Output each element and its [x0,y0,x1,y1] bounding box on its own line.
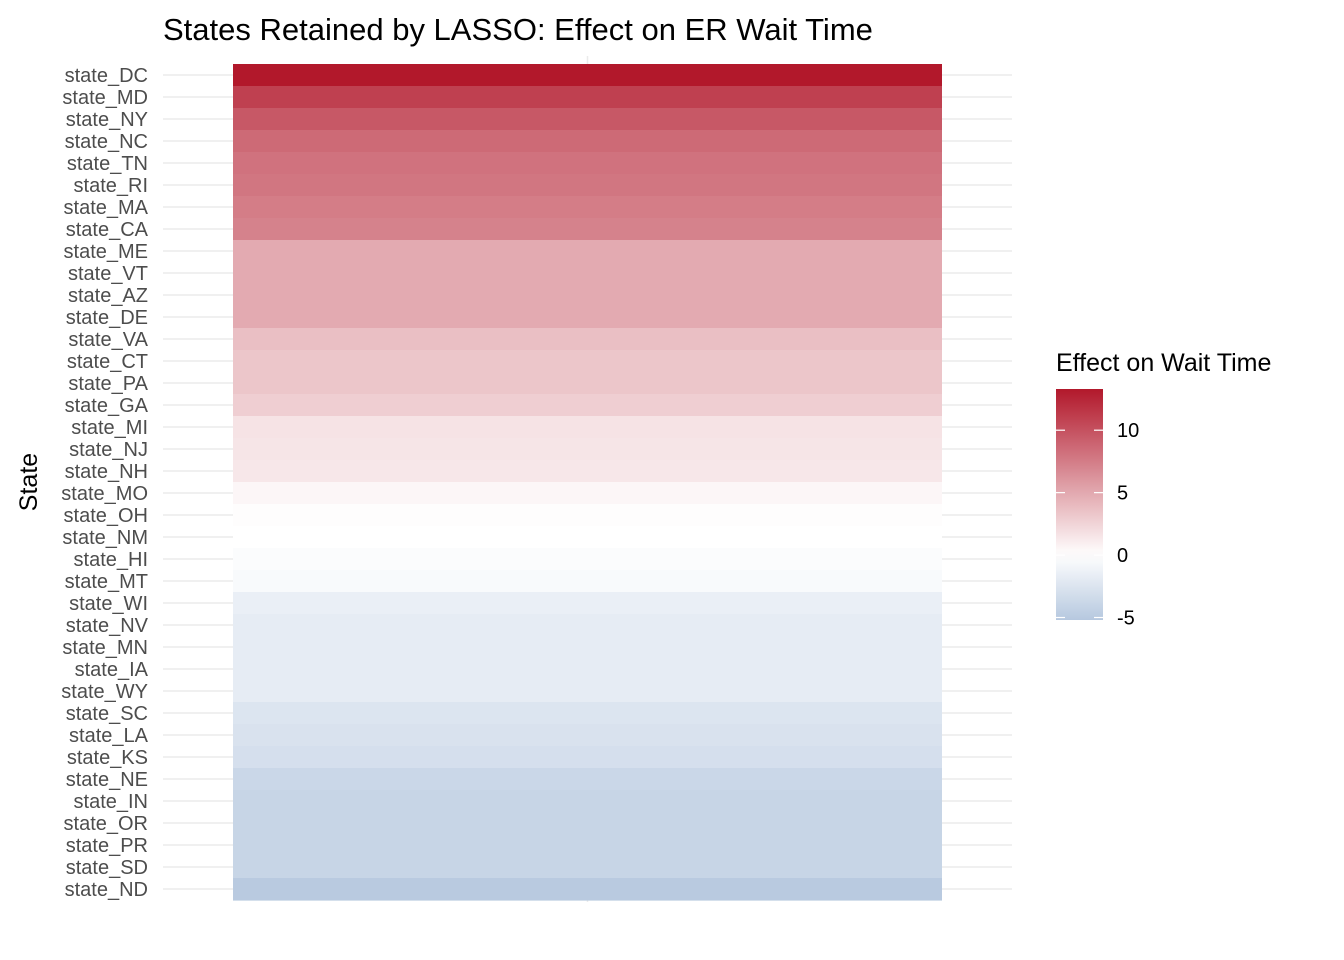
y-tick-label: state_NM [62,527,148,549]
y-tick-label: state_ME [64,241,148,263]
tile-state-az [233,284,942,307]
y-tick-label: state_MI [71,417,148,439]
tile-state-mo [233,482,942,505]
y-tick-label: state_KS [67,747,148,769]
legend-tick-label: 0 [1117,545,1128,567]
y-tick-label: state_NC [65,131,148,153]
tile-state-nv [233,614,942,637]
y-tick-label: state_WI [69,593,148,615]
heatmap-tiles [233,64,942,901]
tile-state-va [233,328,942,351]
tile-state-ct [233,350,942,373]
y-tick-label: state_MN [62,637,148,659]
tile-state-ks [233,746,942,769]
tile-state-or [233,812,942,835]
tile-state-nh [233,460,942,483]
y-tick-label: state_MA [64,197,149,219]
y-tick-label: state_VA [68,329,148,351]
y-tick-label: state_SC [66,703,148,725]
y-tick-label: state_MT [65,571,148,593]
y-tick-label: state_AZ [68,285,148,307]
tile-state-tn [233,152,942,175]
y-tick-label: state_RI [74,175,148,197]
tile-state-la [233,724,942,747]
y-tick-label: state_NJ [69,439,148,461]
y-tick-label: state_MO [61,483,148,505]
tile-state-pr [233,834,942,857]
y-tick-labels: state_DCstate_MDstate_NYstate_NCstate_TN… [61,65,148,901]
tile-state-nd [233,878,942,901]
y-tick-label: state_WY [61,681,148,703]
y-tick-label: state_IN [74,791,148,813]
y-tick-label: state_DC [65,65,148,87]
y-tick-label: state_PA [68,373,148,395]
y-tick-label: state_GA [65,395,149,417]
tile-state-sd [233,856,942,879]
tile-state-sc [233,702,942,725]
y-tick-label: state_SD [66,857,148,879]
tile-state-wy [233,680,942,703]
y-tick-label: state_IA [75,659,149,681]
chart-title: States Retained by LASSO: Effect on ER W… [163,12,873,47]
legend: Effect on Wait Time 10 5 0 -5 [1056,349,1271,630]
tile-state-ga [233,394,942,417]
y-tick-label: state_DE [66,307,148,329]
tile-state-mt [233,570,942,593]
y-tick-label: state_CA [66,219,149,241]
y-tick-label: state_PR [66,835,148,857]
tile-state-dc [233,64,942,87]
tile-state-ny [233,108,942,131]
tile-state-ca [233,218,942,241]
y-tick-label: state_TN [67,153,148,175]
tile-state-mn [233,636,942,659]
y-tick-label: state_NH [65,461,148,483]
tile-state-nj [233,438,942,461]
tile-state-in [233,790,942,813]
tile-state-mi [233,416,942,439]
y-tick-label: state_OR [64,813,148,835]
tile-state-ma [233,196,942,219]
tile-state-ri [233,174,942,197]
y-axis-label: State [15,453,43,511]
legend-ticks: 10 5 0 -5 [1056,420,1139,630]
y-tick-label: state_LA [69,725,149,747]
y-tick-label: state_NV [66,615,149,637]
legend-colorbar [1056,389,1103,620]
tile-state-nc [233,130,942,153]
y-tick-label: state_NE [66,769,148,791]
tile-state-ne [233,768,942,791]
y-tick-label: state_OH [64,505,148,527]
y-tick-label: state_ND [65,879,148,901]
y-tick-label: state_VT [68,263,148,285]
tile-state-nm [233,526,942,549]
tile-state-wi [233,592,942,615]
tile-state-de [233,306,942,329]
tile-state-oh [233,504,942,527]
legend-title: Effect on Wait Time [1056,349,1271,377]
tile-state-ia [233,658,942,681]
legend-tick-label: 5 [1117,483,1128,505]
tile-state-me [233,240,942,263]
tile-state-md [233,86,942,109]
tile-state-pa [233,372,942,395]
y-tick-label: state_MD [62,87,148,109]
legend-tick-label: -5 [1117,608,1135,630]
legend-tick-label: 10 [1117,420,1139,442]
y-tick-label: state_CT [67,351,148,373]
y-tick-label: state_NY [66,109,148,131]
y-tick-label: state_HI [74,549,148,571]
tile-state-vt [233,262,942,285]
tile-state-hi [233,548,942,571]
